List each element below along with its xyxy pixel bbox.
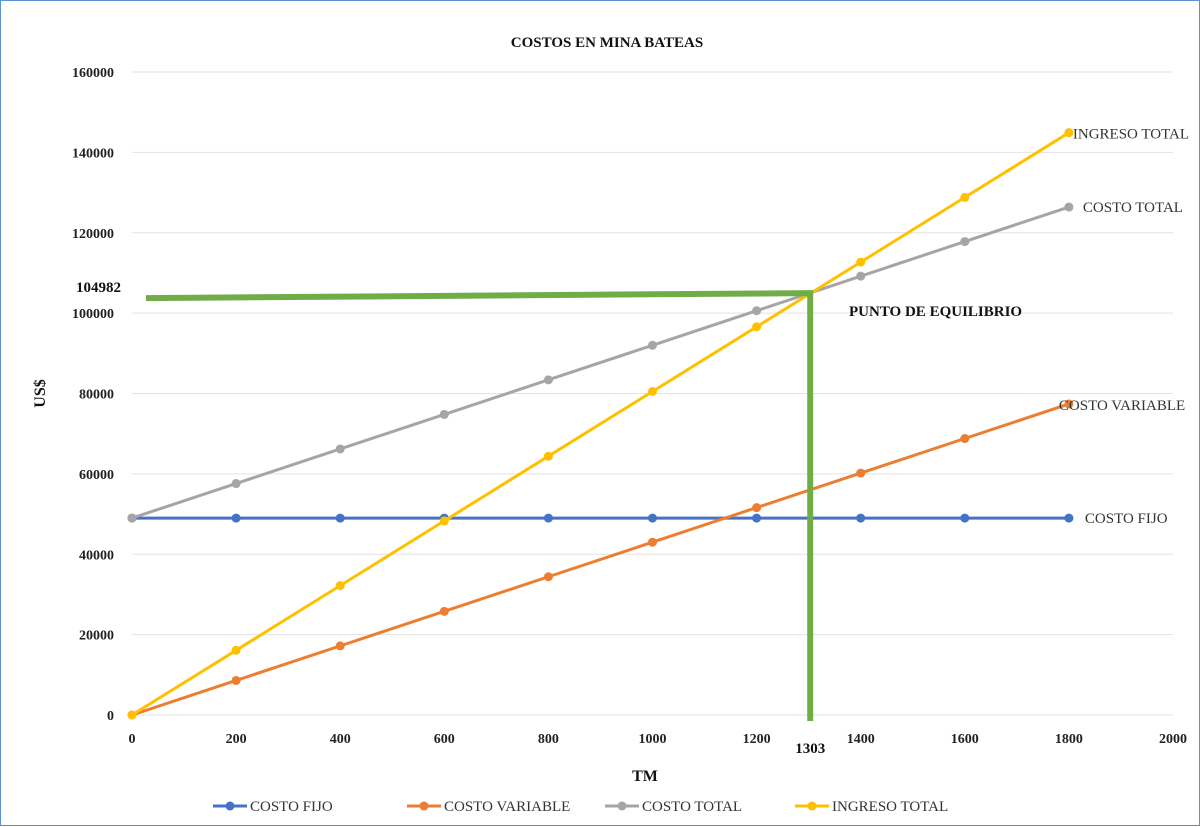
data-point [752, 513, 762, 523]
y-axis-title: US$ [32, 379, 49, 407]
data-point [335, 641, 345, 651]
data-point [960, 434, 970, 444]
y-tick-label: 160000 [72, 66, 114, 81]
data-point [231, 479, 241, 489]
series-line-3 [131, 205, 1070, 520]
data-point [231, 675, 241, 685]
data-point [543, 451, 553, 461]
chart-title: COSTOS EN MINA BATEAS [511, 35, 703, 51]
series-end-label: COSTO TOTAL [1083, 200, 1183, 216]
data-point [543, 572, 553, 582]
series-line-4 [131, 131, 1070, 717]
data-point [960, 237, 970, 247]
data-point [1064, 399, 1074, 409]
data-point [960, 513, 970, 523]
legend-marker [617, 801, 627, 811]
y-tick-label: 60000 [79, 468, 114, 483]
data-point [648, 386, 657, 396]
y-tick-label: 80000 [79, 388, 114, 403]
data-point [335, 581, 345, 591]
data-point [439, 606, 449, 616]
break-even-label: PUNTO DE EQUILIBRIO [849, 304, 1022, 320]
series-end-label: COSTO FIJO [1085, 511, 1168, 527]
break-even-x-label: 1303 [795, 741, 825, 757]
data-point [752, 503, 762, 513]
series-line-2 [131, 402, 1070, 717]
data-point [127, 710, 137, 720]
data-point [231, 645, 241, 655]
legend-marker [225, 801, 235, 811]
data-point [856, 257, 866, 267]
data-point [648, 537, 657, 547]
data-point [856, 271, 866, 281]
x-tick-label: 1000 [639, 732, 667, 747]
x-tick-label: 0 [129, 732, 136, 747]
x-axis-title: TM [632, 768, 658, 785]
y-tick-label: 0 [107, 709, 114, 724]
x-tick-label: 1600 [951, 732, 979, 747]
legend-label: INGRESO TOTAL [832, 799, 948, 815]
data-point [543, 513, 553, 523]
data-point [752, 322, 762, 332]
data-point [439, 409, 449, 419]
data-point [1064, 202, 1074, 212]
break-even-y-label: 104982 [76, 280, 121, 296]
x-tick-label: 400 [330, 732, 351, 747]
data-point [127, 513, 137, 523]
data-point [648, 340, 657, 350]
data-point [648, 513, 657, 523]
data-point [752, 306, 762, 316]
series-end-label: COSTO VARIABLE [1059, 398, 1185, 414]
series-end-label: INGRESO TOTAL [1073, 127, 1189, 143]
data-point [1064, 513, 1074, 523]
legend-label: COSTO TOTAL [642, 799, 742, 815]
y-tick-label: 120000 [72, 227, 114, 242]
data-point [439, 516, 449, 526]
y-tick-label: 100000 [72, 307, 114, 322]
data-point [335, 444, 345, 454]
x-tick-label: 200 [226, 732, 247, 747]
y-tick-label: 40000 [79, 548, 114, 563]
legend-marker [419, 801, 429, 811]
x-tick-label: 600 [434, 732, 455, 747]
break-even-guide [145, 290, 814, 721]
data-point [856, 513, 866, 523]
data-point [231, 513, 241, 523]
data-point [856, 468, 866, 478]
data-point [335, 513, 345, 523]
x-tick-label: 1800 [1055, 732, 1083, 747]
y-tick-label: 20000 [79, 629, 114, 644]
x-tick-label: 2000 [1159, 732, 1187, 747]
data-point [960, 192, 970, 202]
x-tick-label: 1200 [743, 732, 771, 747]
data-point [1064, 128, 1074, 138]
x-tick-label: 800 [538, 732, 559, 747]
x-tick-label: 1400 [847, 732, 875, 747]
legend-label: COSTO VARIABLE [444, 799, 570, 815]
legend-marker [807, 801, 817, 811]
y-tick-label: 140000 [72, 146, 114, 161]
data-point [543, 375, 553, 385]
legend-label: COSTO FIJO [250, 799, 333, 815]
